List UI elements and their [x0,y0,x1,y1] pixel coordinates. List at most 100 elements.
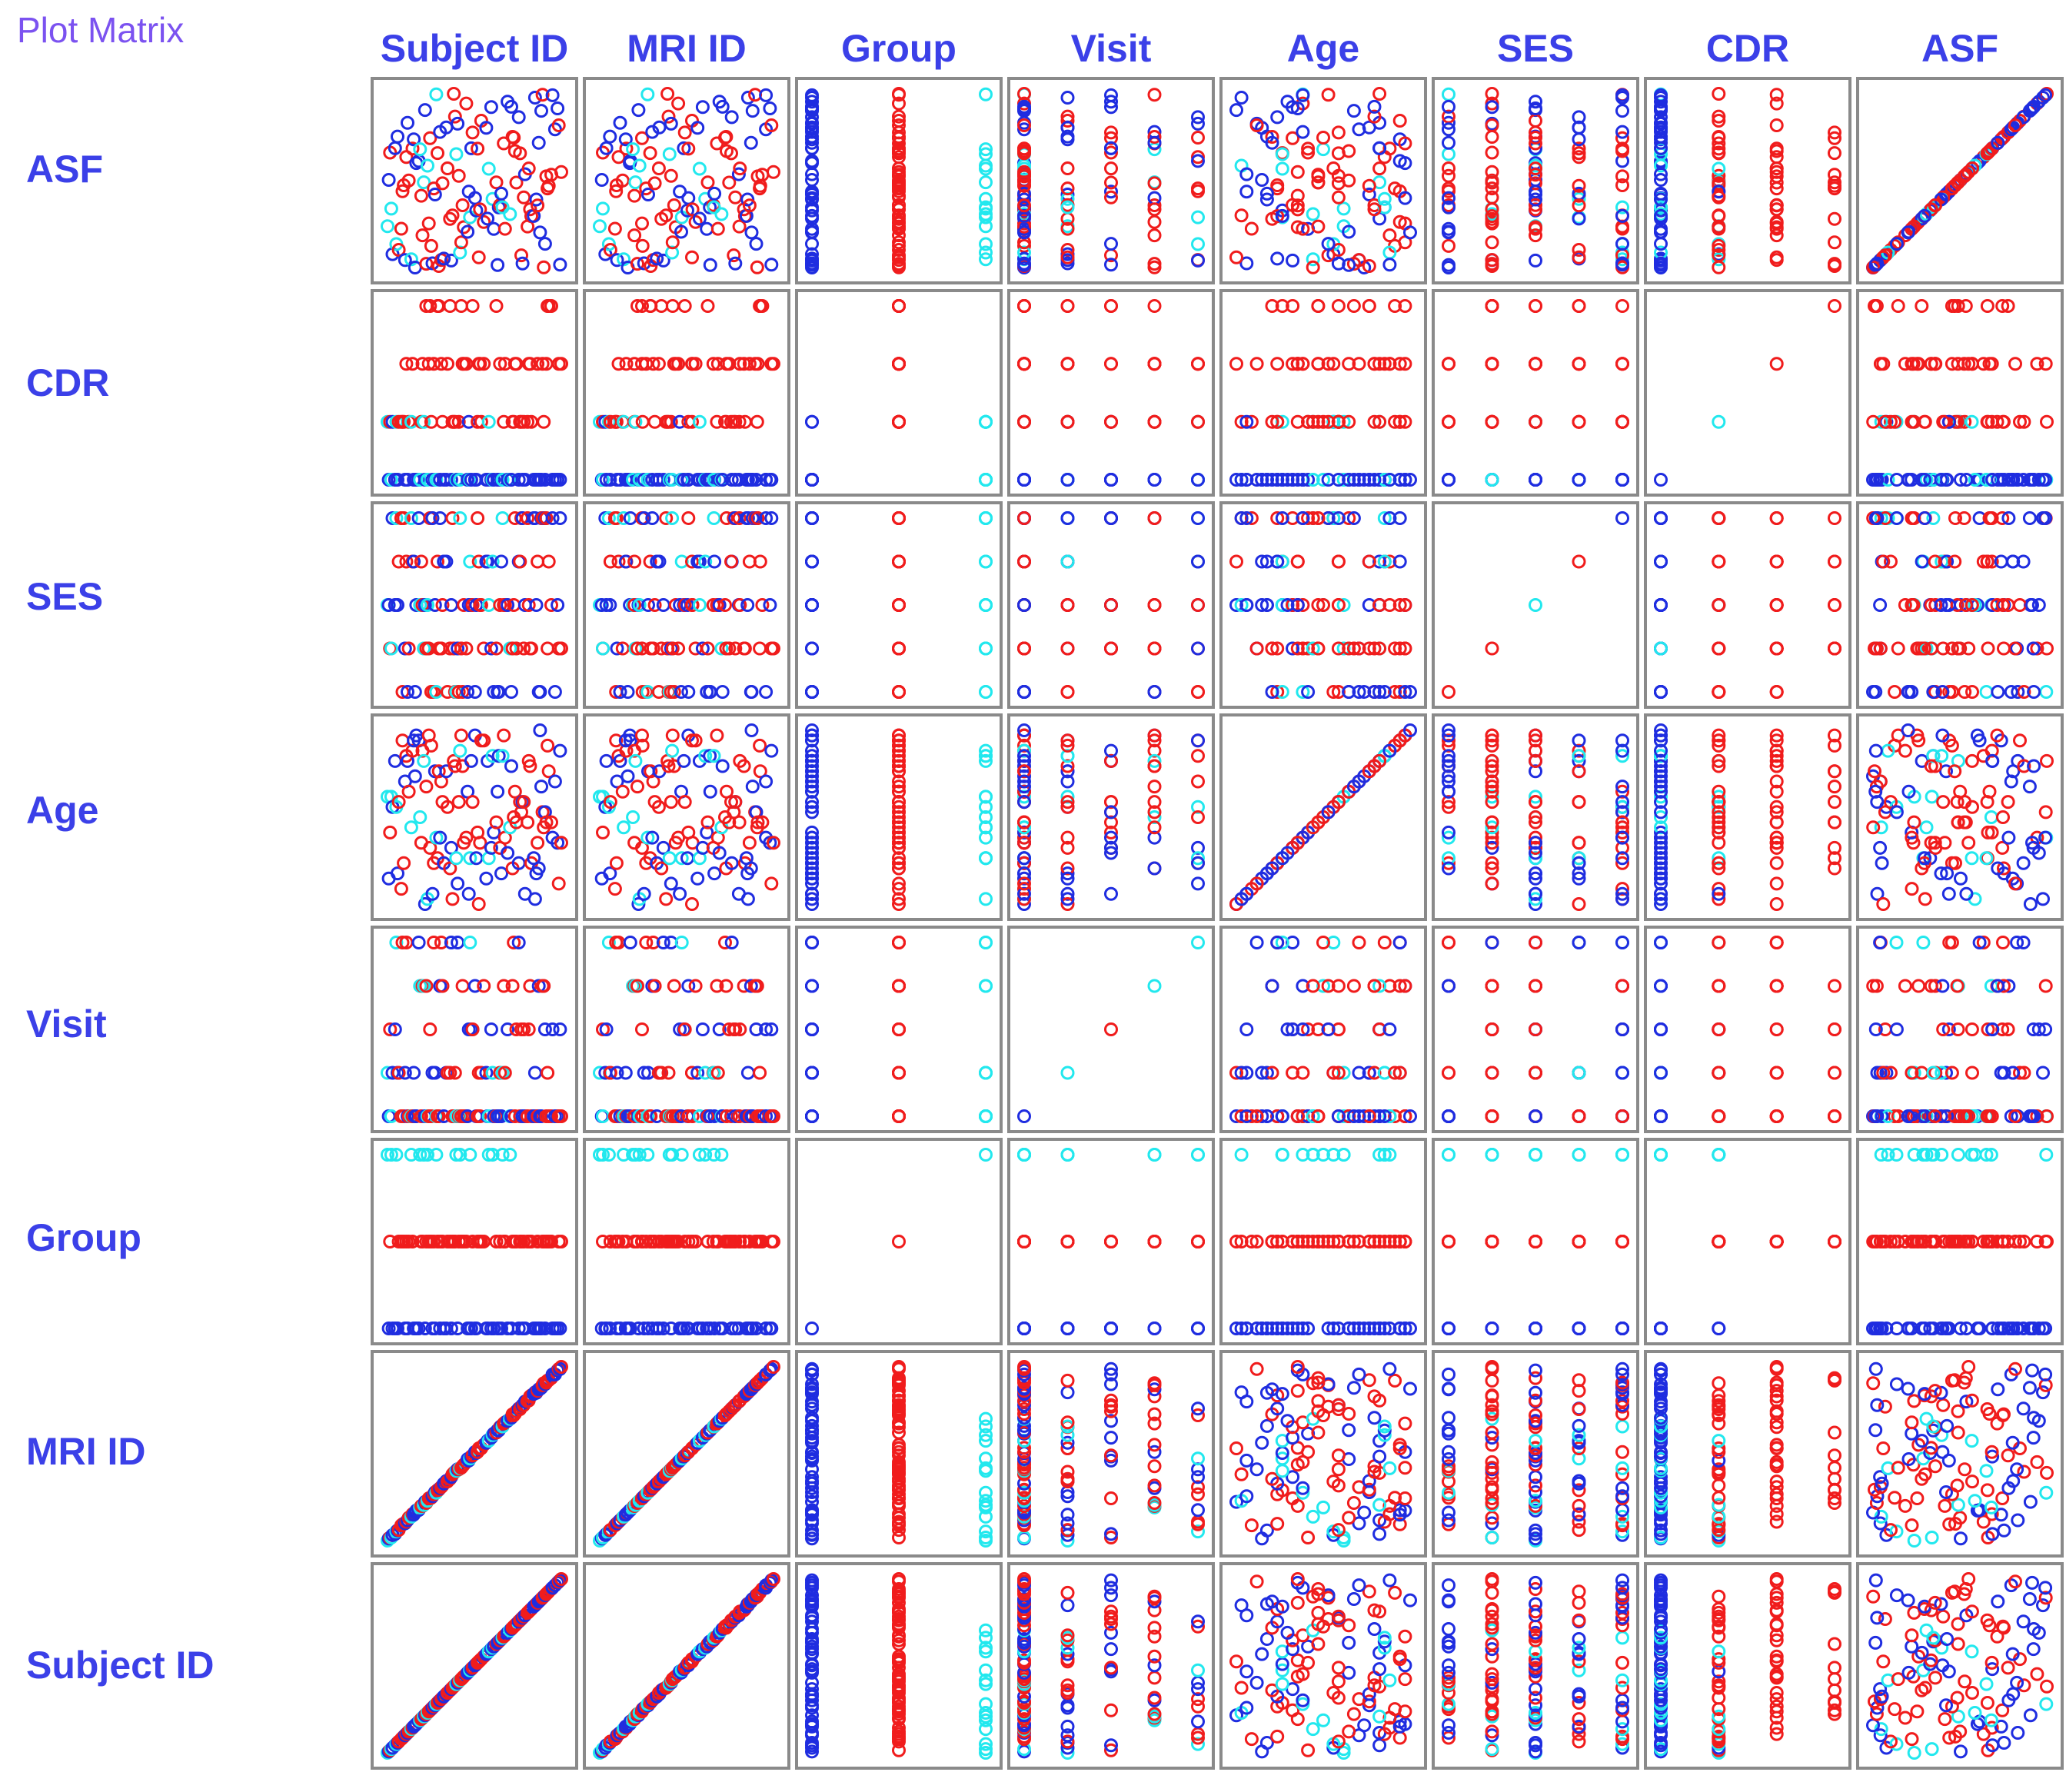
point-asf-cdr-65 [1769,250,1784,264]
point-asf-visit-109 [1104,237,1118,251]
point-ses-mri-id-39 [646,641,660,656]
point-asf-group-79 [805,186,819,201]
point-ses-age-111 [1388,641,1402,656]
point-asf-subject-id-66 [473,202,487,217]
point-asf-age-38 [1296,125,1310,139]
point-cdr-mri-id-17 [619,357,634,371]
point-cdr-ses-115 [1442,473,1456,487]
point-asf-subject-id-31 [424,238,438,253]
point-asf-visit-98 [1147,202,1162,217]
point-asf-mri-id-42 [652,120,667,135]
point-asf-cdr-102 [1654,192,1668,207]
point-ses-age-2 [1301,641,1316,656]
point-asf-subject-id-60 [464,141,478,155]
point-asf-subject-id-118 [553,258,567,272]
point-cdr-mri-id-25 [628,414,643,429]
point-asf-subject-id-57 [461,224,475,239]
point-ses-visit-50 [1191,641,1205,656]
point-asf-group-119 [892,165,906,179]
point-asf-asf-91 [1980,146,1994,161]
point-ses-mri-id-13 [611,554,626,569]
point-asf-mri-id-27 [630,257,644,271]
point-ses-age-61 [1331,598,1346,612]
point-ses-mri-id-85 [715,685,730,699]
point-cdr-subject-id-33 [427,357,441,371]
point-cdr-mri-id-30 [635,299,649,313]
point-cdr-mri-id-39 [646,357,660,371]
point-asf-mri-id-23 [627,188,642,203]
point-asf-visit-54 [1147,198,1162,212]
point-asf-mri-id-82 [710,221,725,236]
point-asf-subject-id-75 [489,175,504,190]
point-cdr-age-29 [1398,357,1412,371]
point-ses-age-95 [1239,598,1254,612]
point-asf-asf-100 [1918,208,1932,223]
point-asf-subject-id-105 [533,225,547,240]
point-asf-visit-101 [1060,91,1075,105]
point-ses-age-37 [1362,641,1376,656]
point-ses-age-24 [1382,598,1397,612]
point-cdr-subject-id-80 [495,473,510,487]
point-cdr-age-22 [1316,473,1330,487]
point-cdr-asf-83 [2031,473,2046,487]
point-ses-subject-id-3 [384,641,398,656]
point-asf-subject-id-71 [481,161,496,176]
point-asf-group-118 [805,258,819,272]
point-ses-age-15 [1342,641,1356,656]
point-cdr-subject-id-39 [434,357,448,371]
point-asf-subject-id-9 [394,221,408,236]
point-cdr-visit-118 [1104,473,1118,487]
point-cdr-ses-84 [1485,473,1499,487]
point-ses-group-119 [892,641,906,656]
point-ses-subject-id-105 [533,685,547,699]
point-asf-subject-id-84 [503,207,517,221]
point-asf-group-83 [805,95,819,109]
point-asf-visit-43 [1060,161,1075,175]
point-asf-cdr-50 [1654,116,1668,131]
point-ses-subject-id-112 [541,554,556,569]
point-ses-group-49 [979,685,993,699]
point-cdr-subject-id-118 [553,473,567,487]
point-asf-ses-83 [1529,95,1542,109]
point-ses-mri-id-24 [627,598,642,612]
point-asf-cdr-53 [1828,235,1841,250]
point-ses-age-14 [1372,685,1387,699]
point-asf-group-35 [979,87,993,101]
point-asf-visit-61 [1104,125,1118,140]
point-asf-subject-id-47 [447,87,461,101]
point-asf-mri-id-28 [632,158,647,173]
point-asf-age-119 [1290,165,1305,179]
point-asf-ses-53 [1485,235,1499,250]
point-asf-visit-30 [1104,131,1118,145]
point-asf-subject-id-116 [551,101,565,115]
point-cdr-age-98 [1367,357,1382,371]
point-asf-ses-119 [1485,165,1499,179]
point-asf-age-118 [1382,258,1397,272]
panel-group-vs-group [795,1138,1003,1345]
point-cdr-subject-id-45 [444,473,458,487]
point-cdr-age-15 [1342,414,1356,429]
point-asf-age-9 [1244,221,1259,236]
point-ses-visit-21 [1191,511,1205,525]
point-asf-mri-id-34 [641,188,655,201]
point-ses-subject-id-94 [517,641,531,656]
point-cdr-subject-id-78 [493,357,507,371]
point-asf-ses-88 [1615,144,1629,158]
point-cdr-age-33 [1270,357,1285,371]
point-ses-subject-id-11 [397,511,411,525]
point-asf-visit-47 [1017,87,1031,101]
point-asf-ses-102 [1529,192,1542,207]
point-cdr-visit-104 [1147,473,1162,487]
point-cdr-cdr-3 [1828,299,1841,313]
point-asf-age-89 [1311,175,1326,190]
point-cdr-age-84 [1306,473,1320,487]
point-asf-asf-94 [1936,190,1951,204]
point-ses-mri-id-59 [674,554,689,569]
point-asf-subject-id-103 [531,198,545,213]
point-cdr-age-99 [1270,414,1285,429]
point-cdr-asf-117 [2008,357,2022,371]
point-ses-age-83 [1280,598,1295,612]
point-cdr-mri-id-109 [749,473,764,487]
point-asf-ses-2 [1485,145,1499,160]
point-asf-subject-id-43 [441,161,454,175]
